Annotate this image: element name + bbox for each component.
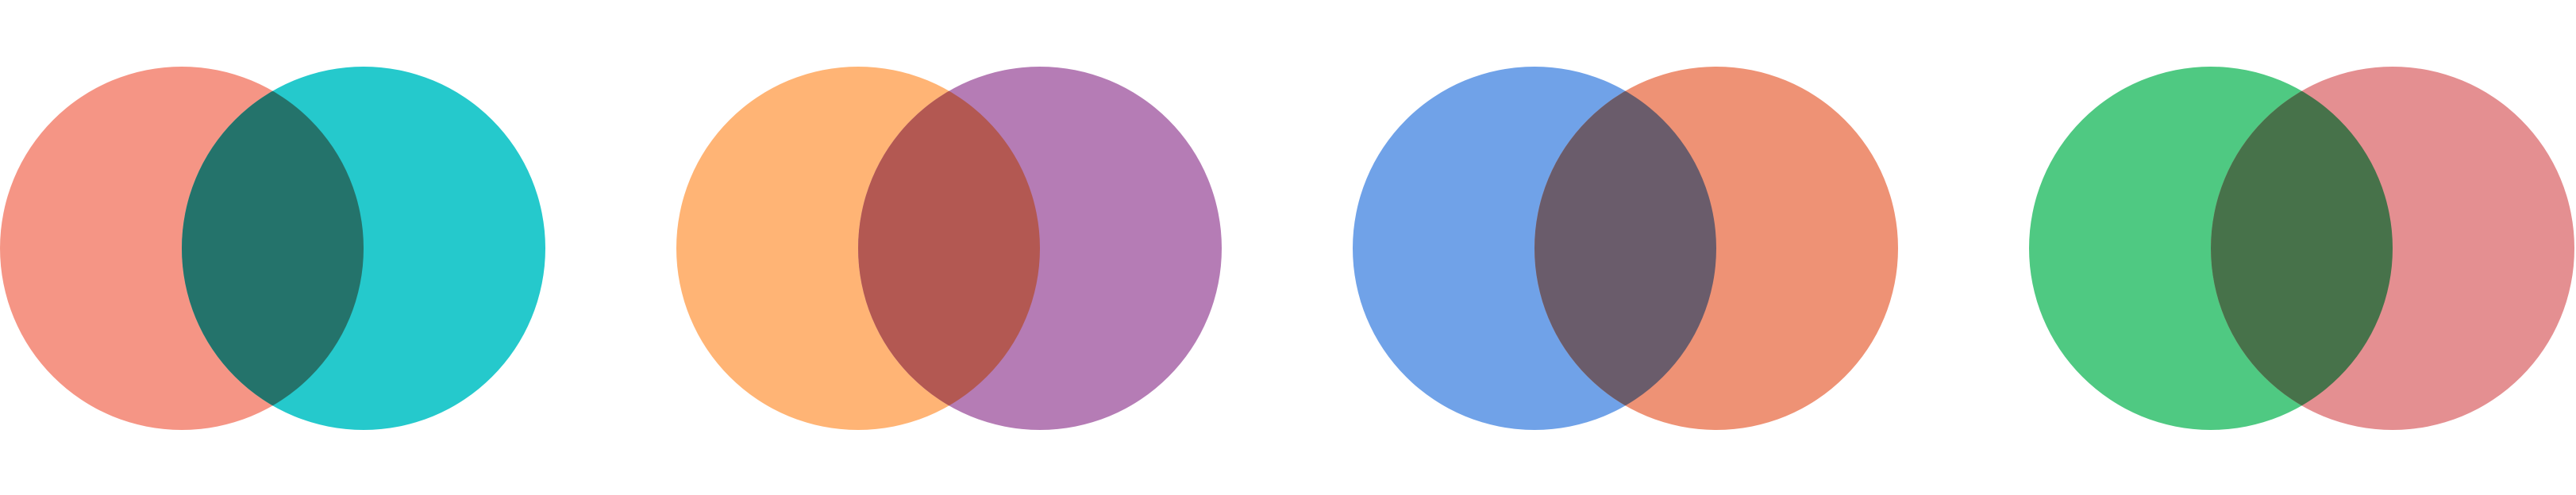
circle-pair-1 [0,67,545,430]
circle-pair-2 [676,67,1222,430]
overlap-region [858,67,1040,430]
overlap-region [1534,67,1716,430]
overlap-region [2211,67,2393,430]
overlap-region [182,67,364,430]
circle-pair-3 [1353,67,1898,430]
circle-pair-4 [2029,67,2574,430]
